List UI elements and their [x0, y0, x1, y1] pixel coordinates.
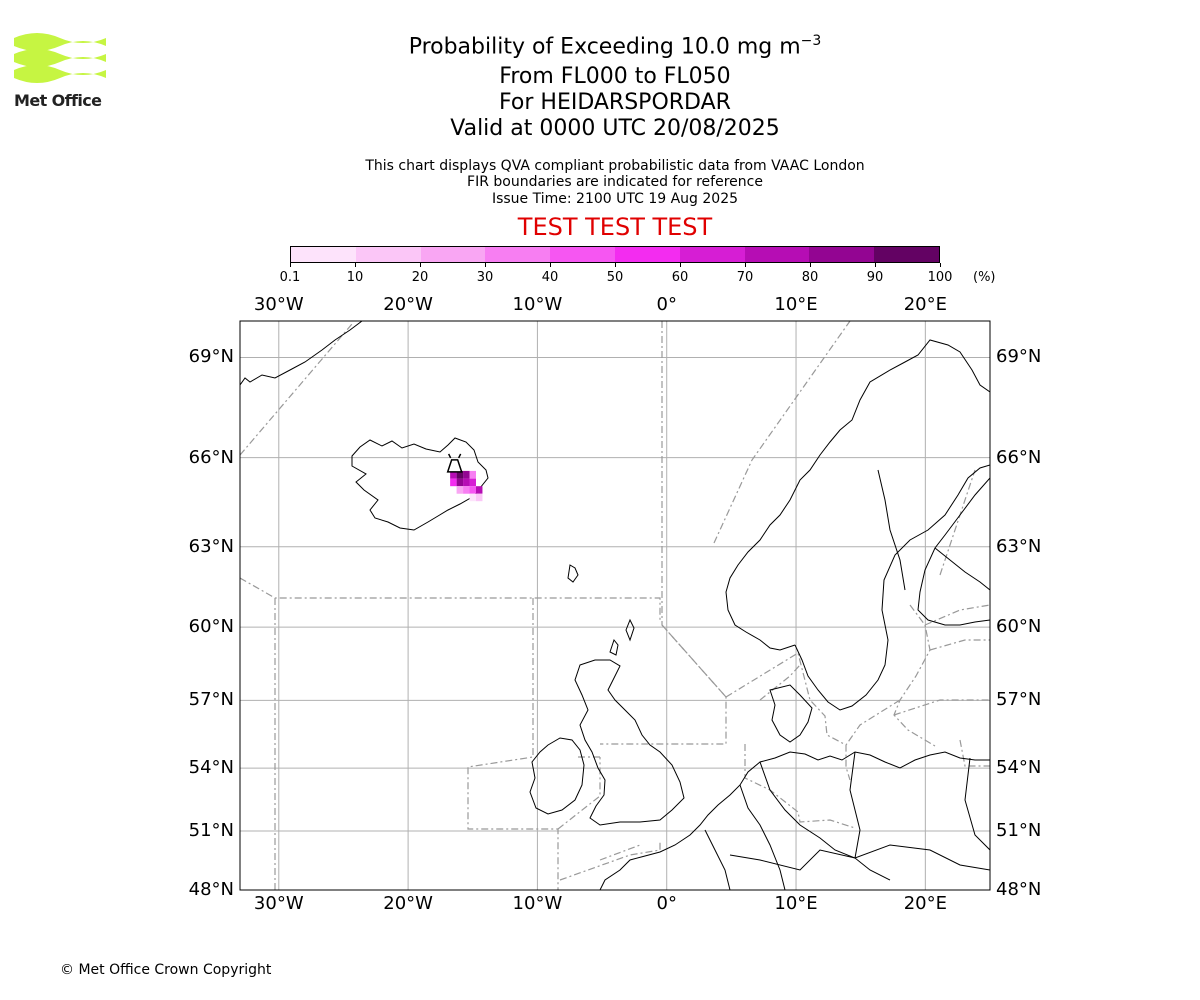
colorbar-segment	[291, 247, 356, 262]
longitude-label: 10°E	[774, 893, 818, 914]
colorbar-tick	[680, 263, 681, 267]
colorbar-tick-label: 40	[541, 270, 559, 285]
probability-cell	[469, 470, 476, 479]
colorbar-tick-label: 50	[606, 270, 624, 285]
probability-cell	[463, 478, 470, 487]
colorbar-tick	[745, 263, 746, 267]
colorbar-tick	[615, 263, 616, 267]
probability-cell	[475, 493, 483, 502]
latitude-label: 48°N	[188, 879, 234, 900]
latitude-label: 48°N	[996, 879, 1042, 900]
valid-time: Valid at 0000 UTC 20/08/2025	[450, 116, 780, 141]
latitude-label: 51°N	[996, 820, 1042, 841]
longitude-label: 10°W	[512, 893, 563, 914]
latitude-label: 66°N	[996, 446, 1042, 468]
longitude-label: 0°	[656, 294, 677, 315]
probability-cell	[469, 486, 476, 494]
colorbar	[290, 246, 940, 263]
fir-boundaries	[240, 321, 990, 890]
logo-wordmark: Met Office	[14, 91, 102, 110]
probability-cell	[463, 470, 470, 479]
colorbar-tick	[420, 263, 421, 267]
info-line-2: FIR boundaries are indicated for referen…	[467, 174, 763, 190]
latitude-label: 66°N	[188, 446, 234, 468]
probability-cell	[463, 486, 470, 494]
colorbar-tick-label: 0.1	[279, 270, 301, 285]
latitude-label: 57°N	[188, 689, 234, 711]
test-banner: TEST TEST TEST	[517, 213, 713, 241]
colorbar-tick-label: 100	[927, 270, 953, 285]
longitude-label: 10°W	[512, 294, 563, 315]
colorbar-segment	[485, 247, 551, 262]
colorbar-tick	[485, 263, 486, 267]
map-frame	[239, 320, 991, 891]
longitude-label: 20°W	[383, 294, 433, 315]
probability-cell	[450, 478, 457, 487]
latitude-label: 69°N	[996, 346, 1042, 368]
met-office-logo-icon	[14, 33, 106, 83]
colorbar-segment	[874, 247, 939, 262]
latitude-label: 60°N	[996, 616, 1042, 638]
probability-cell	[450, 470, 457, 479]
colorbar-tick	[290, 263, 291, 267]
colorbar-tick	[875, 263, 876, 267]
probability-cell	[475, 486, 483, 494]
latitude-label: 54°N	[188, 757, 234, 779]
longitude-label: 20°W	[383, 893, 433, 914]
colorbar-tick-label: 20	[411, 270, 429, 285]
graticule	[240, 321, 990, 890]
colorbar-tick-label: 30	[476, 270, 494, 285]
level-range: From FL000 to FL050	[499, 64, 731, 89]
longitude-label: 20°E	[903, 294, 947, 315]
latitude-label: 54°N	[996, 757, 1042, 779]
latitude-label: 60°N	[188, 616, 234, 638]
latitude-label: 69°N	[188, 346, 234, 368]
colorbar-tick-label: 60	[671, 270, 689, 285]
title-superscript: −3	[800, 33, 822, 49]
longitude-label: 30°W	[253, 294, 304, 315]
title-text: Probability of Exceeding 10.0 mg m	[408, 34, 801, 60]
longitude-label: 10°E	[774, 294, 818, 315]
probability-field	[450, 470, 483, 502]
copyright: © Met Office Crown Copyright	[60, 962, 272, 978]
colorbar-segment	[420, 247, 486, 262]
latitude-label: 63°N	[188, 535, 234, 557]
latitude-label: 63°N	[996, 535, 1042, 557]
probability-cell	[456, 470, 464, 479]
probability-cell	[456, 486, 464, 494]
colorbar-tick-label: 10	[346, 270, 364, 285]
chart-title: Probability of Exceeding 10.0 mg m−3	[300, 28, 930, 60]
colorbar-segment	[679, 247, 745, 262]
colorbar-tick	[810, 263, 811, 267]
colorbar-segment	[355, 247, 421, 262]
probability-cell	[469, 478, 476, 487]
colorbar-tick	[355, 263, 356, 267]
latitude-label: 51°N	[188, 820, 234, 841]
location-title: For HEIDARSPORDAR	[499, 90, 731, 115]
colorbar-tick	[940, 263, 941, 267]
colorbar-tick-label: 70	[736, 270, 754, 285]
longitude-label: 20°E	[903, 893, 947, 914]
issue-time: Issue Time: 2100 UTC 19 Aug 2025	[491, 191, 739, 207]
colorbar-tick	[550, 263, 551, 267]
colorbar-unit: (%)	[973, 270, 996, 285]
longitude-label: 30°W	[253, 893, 304, 914]
colorbar-segment	[809, 247, 875, 262]
volcano-icon	[446, 453, 463, 473]
probability-cell	[456, 478, 464, 487]
colorbar-segment	[614, 247, 680, 262]
coastlines	[240, 321, 990, 890]
longitude-label: 0°	[656, 893, 677, 914]
probability-cell	[469, 493, 476, 502]
colorbar-segment	[744, 247, 810, 262]
info-line-1: This chart displays QVA compliant probab…	[365, 158, 865, 174]
colorbar-segment	[550, 247, 615, 262]
colorbar-tick-label: 90	[866, 270, 884, 285]
colorbar-tick-label: 80	[801, 270, 819, 285]
latitude-label: 57°N	[996, 689, 1042, 711]
